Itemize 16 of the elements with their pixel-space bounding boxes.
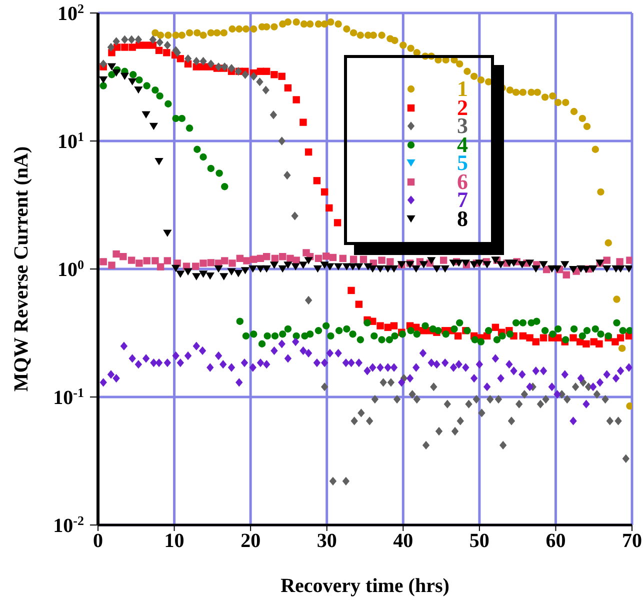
y-tick-label: 10$^{1}$ [58, 128, 84, 153]
x-tick-label: 50 [469, 530, 490, 552]
y-tick-label: 10$^{2}$ [58, 0, 84, 25]
x-tick-label: 0 [93, 530, 103, 552]
y-axis-title: MQW Reverse Current (nA) [10, 146, 34, 392]
x-tick-label: 20 [240, 530, 261, 552]
legend-label: 8 [457, 206, 468, 231]
x-axis-title: Recovery time (hrs) [280, 575, 450, 598]
x-tick-label: 40 [393, 530, 414, 552]
x-tick-label: 30 [316, 530, 337, 552]
y-tick-label: 10$^{-2}$ [53, 512, 84, 537]
x-tick-label: 70 [622, 530, 642, 552]
y-tick-label: 10$^{-1}$ [53, 384, 84, 409]
x-tick-label: 10 [164, 530, 184, 552]
y-tick-label: 10$^{0}$ [58, 256, 84, 281]
x-tick-label: 60 [546, 530, 566, 552]
